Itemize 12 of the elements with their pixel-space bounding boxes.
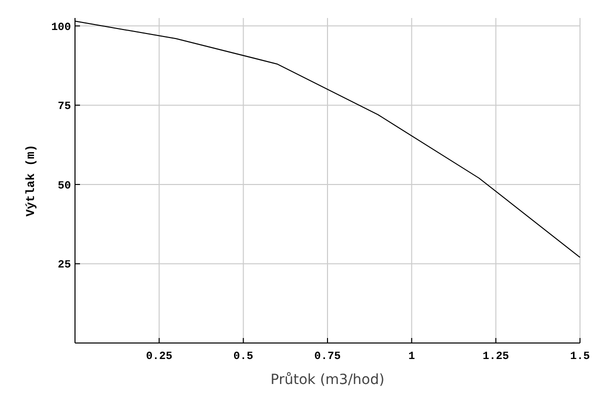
x-axis-title: Průtok (m3/hod) — [270, 372, 384, 388]
x-tick-label: 1.5 — [570, 351, 590, 363]
y-axis-title: Výtlak (m) — [24, 144, 38, 217]
y-tick-label: 25 — [58, 260, 72, 272]
x-tick-label: 0.25 — [146, 351, 173, 363]
y-tick-label: 50 — [58, 180, 71, 192]
x-tick-label: 1.25 — [482, 351, 510, 363]
y-tick-label: 75 — [58, 101, 72, 114]
x-tick-label: 0.5 — [233, 351, 254, 363]
x-tick-label: 1 — [408, 351, 416, 363]
x-tick-label: 0.75 — [314, 351, 342, 363]
y-tick-label: 100 — [51, 22, 71, 34]
